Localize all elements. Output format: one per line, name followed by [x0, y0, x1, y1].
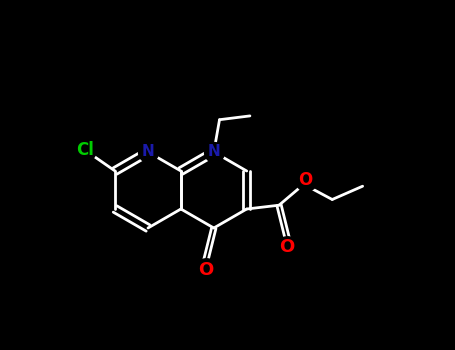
Text: O: O: [279, 238, 295, 257]
Text: N: N: [142, 145, 154, 160]
Text: Cl: Cl: [76, 141, 94, 159]
Text: O: O: [198, 261, 213, 279]
Text: N: N: [207, 145, 220, 160]
Text: O: O: [298, 171, 313, 189]
